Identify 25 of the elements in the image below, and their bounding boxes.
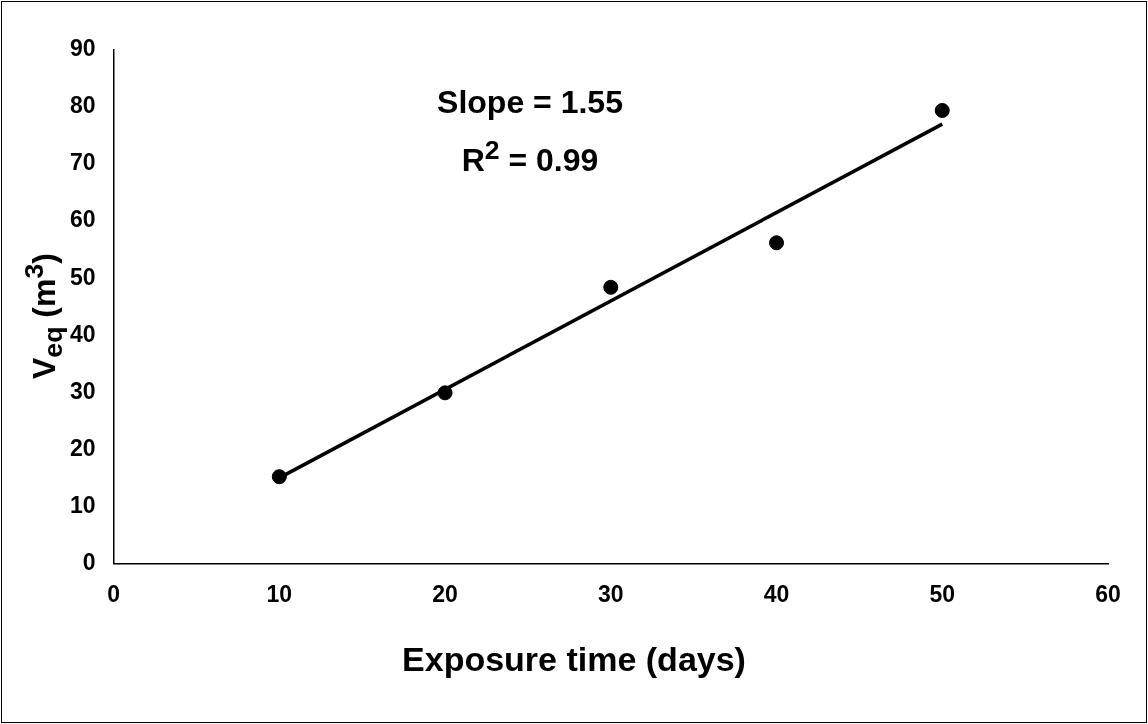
y-tick-label: 20 <box>69 434 96 461</box>
y-tick-label: 30 <box>69 377 96 404</box>
x-tick-label: 20 <box>432 580 458 607</box>
point <box>769 235 785 251</box>
annotation: Slope = 1.55 <box>436 83 624 122</box>
y-tick-label: 80 <box>69 92 96 119</box>
point <box>934 102 950 118</box>
x-tick-label: 40 <box>763 580 790 607</box>
x-tick-label: 0 <box>107 580 120 607</box>
y-tick-label: 0 <box>82 548 96 575</box>
annotation: R$^{2}$ = 0.99 <box>460 134 600 180</box>
x-tick-label: 50 <box>929 580 956 607</box>
point <box>437 385 453 401</box>
point <box>603 279 619 295</box>
x-tick-label: 60 <box>1095 580 1121 607</box>
y-tick-label: 40 <box>69 320 96 347</box>
x-tick-label: 30 <box>597 580 624 607</box>
y-tick-label: 90 <box>69 35 96 62</box>
x-tick-label: 10 <box>266 580 293 607</box>
y-tick-label: 60 <box>69 206 96 233</box>
y-tick-label: 50 <box>69 263 96 290</box>
x-axis-title: Exposure time (days) <box>401 640 747 679</box>
y-tick-label: 70 <box>69 149 96 176</box>
y-tick-label: 10 <box>69 491 96 518</box>
point <box>271 469 287 485</box>
